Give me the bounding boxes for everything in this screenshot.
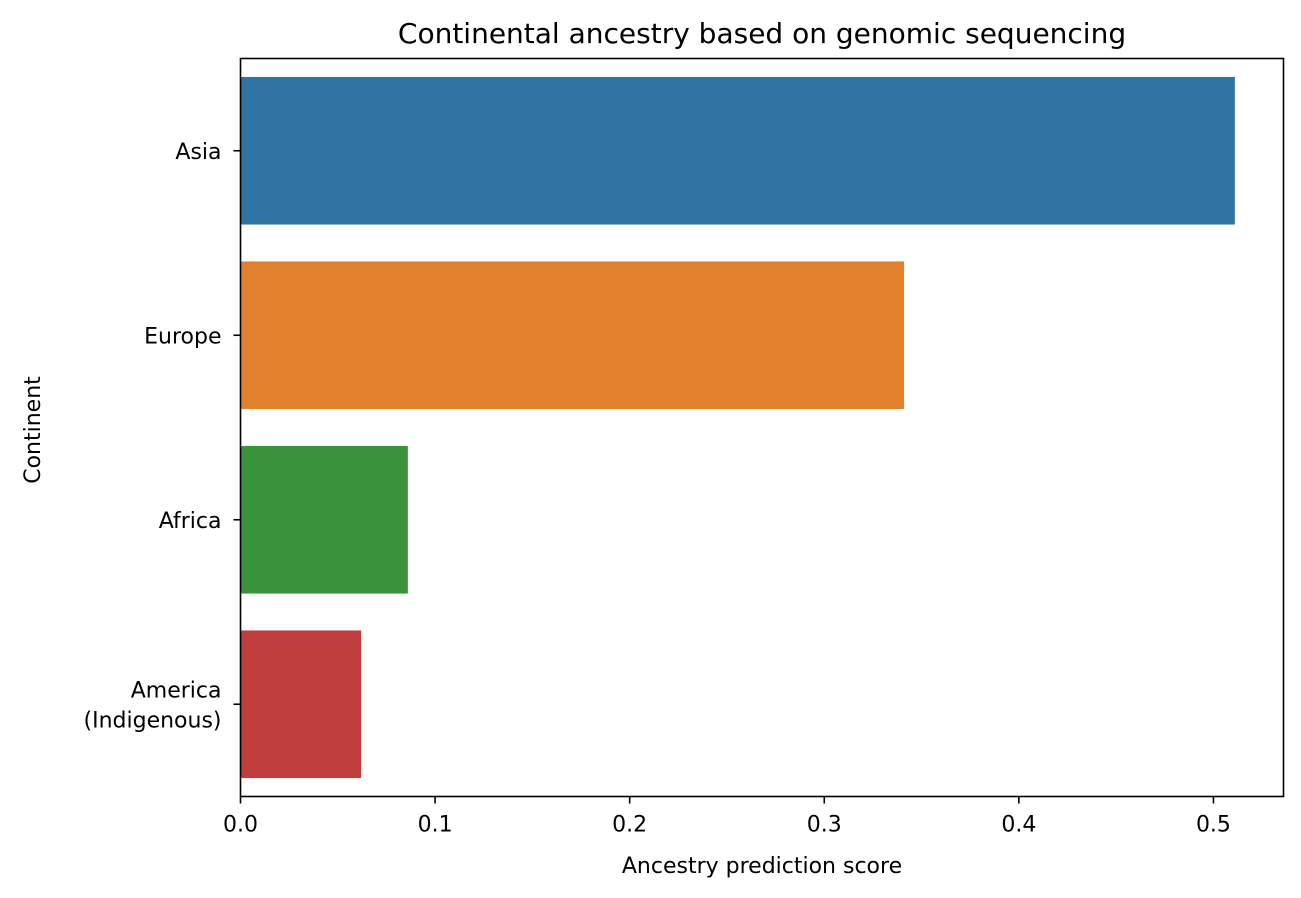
bar: [240, 76, 1235, 225]
y-tick-label: Africa: [159, 509, 222, 534]
y-axis-ticks: Asia Europe Africa America (Indigenous): [84, 140, 241, 733]
bar: [240, 261, 905, 410]
x-axis-ticks: 0.0 0.1 0.2 0.3 0.4 0.5: [223, 796, 1231, 838]
y-axis-label: Continent: [21, 376, 46, 484]
x-tick-label: 0.4: [1001, 813, 1036, 838]
x-tick-label: 0.5: [1196, 813, 1231, 838]
x-tick-label: 0.0: [223, 813, 258, 838]
y-tick-label: Asia: [175, 140, 221, 165]
chart-title: Continental ancestry based on genomic se…: [398, 17, 1126, 50]
bar: [240, 445, 408, 594]
x-tick-label: 0.2: [612, 813, 647, 838]
bar: [240, 630, 362, 779]
x-tick-label: 0.3: [807, 813, 842, 838]
bars-group: [240, 76, 1235, 779]
plot-frame: [239, 57, 1285, 798]
y-tick-label: America (Indigenous): [84, 678, 222, 733]
x-tick-label: 0.1: [418, 813, 453, 838]
y-tick-label: Europe: [144, 324, 221, 349]
x-axis-label: Ancestry prediction score: [622, 854, 902, 879]
